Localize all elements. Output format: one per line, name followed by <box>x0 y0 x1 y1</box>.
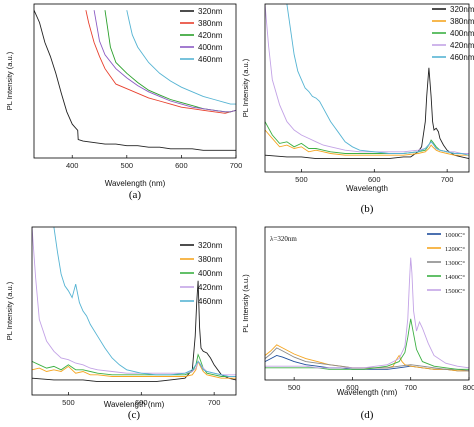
plot-frame <box>264 226 470 381</box>
x-tick-label: 500 <box>288 383 301 392</box>
series-line-320nm <box>32 280 236 383</box>
x-tick-label: 400 <box>66 161 79 170</box>
x-tick-label: 800 <box>463 383 474 392</box>
y-axis-label: PL Intensity (a.u.) <box>241 58 250 117</box>
legend: 320nm 380nm 420nm 400nm 460nm <box>180 7 223 64</box>
x-tick-label: 600 <box>135 398 148 407</box>
series-line-460nm <box>286 4 469 156</box>
panel-caption: (b) <box>361 203 374 215</box>
y-axis-label: PL Intensity (a.u.) <box>5 281 14 340</box>
series-line-400nm <box>32 353 236 377</box>
series-line-380nm <box>265 129 469 156</box>
x-tick-label: 500 <box>295 175 308 184</box>
legend-label: 380nm <box>198 19 223 28</box>
x-tick-label: 500 <box>121 161 134 170</box>
legend-label: 320nm <box>198 241 223 250</box>
legend-label: 460nm <box>198 55 223 64</box>
legend: 320nm 380nm 400nm 420nm 460nm <box>432 5 474 62</box>
series-line-380nm <box>32 360 236 379</box>
legend-label: 380nm <box>198 255 223 264</box>
legend-label: 1000C° <box>445 232 465 239</box>
legend-label: 400nm <box>198 43 223 52</box>
legend-label: 1200C° <box>445 246 465 253</box>
legend-label: 420nm <box>198 283 223 292</box>
series-line-460nm <box>126 10 236 105</box>
x-tick-label: 500 <box>62 398 75 407</box>
plot-frame <box>33 3 237 159</box>
legend-label: 1400C° <box>445 274 465 281</box>
panel-c: 500 600 700 Wavelength (nm) PL Intensity (a.… <box>5 226 237 421</box>
legend-label: 380nm <box>450 17 474 26</box>
plot-frame <box>264 3 470 173</box>
panel-b: 500 600 700 Wavelength PL Intensity (a.u.) 32… <box>241 3 474 215</box>
series-line-400nm <box>265 121 469 154</box>
legend: 320nm 380nm 400nm 420nm 460nm <box>180 241 223 306</box>
legend-label: 460nm <box>450 53 474 62</box>
y-axis-label: PL Intensity (a.u.) <box>5 51 14 110</box>
legend-label: 460nm <box>198 297 223 306</box>
panel-caption: (d) <box>361 409 374 421</box>
legend-label: 1300C° <box>445 260 465 267</box>
legend-label: 420nm <box>198 31 223 40</box>
panel-d: 500 600 700 800 Wavelength (nm) PL Intensity … <box>241 226 474 421</box>
series-line-380nm <box>85 10 236 114</box>
series-group <box>32 227 236 383</box>
legend: 1000C° 1200C° 1300C° 1400C° 1500C° <box>427 232 465 295</box>
series-line-400nm <box>93 10 236 113</box>
y-axis-label: PL Intensity (a.u.) <box>241 274 250 333</box>
series-group <box>265 257 469 372</box>
x-tick-label: 600 <box>175 161 188 170</box>
series-line-320nm <box>34 10 236 151</box>
x-axis-label: Wavelength <box>346 184 388 193</box>
legend-label: 320nm <box>450 5 474 14</box>
legend-label: 420nm <box>450 41 474 50</box>
x-axis-label: Wavelength (nm) <box>104 400 165 409</box>
x-tick-label: 700 <box>404 383 417 392</box>
x-tick-label: 600 <box>346 383 359 392</box>
legend-label: 400nm <box>450 29 474 38</box>
x-tick-label: 700 <box>441 175 454 184</box>
series-line-1500C° <box>265 257 469 369</box>
series-group <box>34 10 236 151</box>
panel-a: 400 500 600 700 Wavelength (nm) PL Intensity … <box>5 3 243 201</box>
legend-label: 400nm <box>198 269 223 278</box>
x-tick-label: 600 <box>368 175 381 184</box>
x-axis-label: Wavelength (nm) <box>105 179 166 188</box>
legend-label: 320nm <box>198 7 223 16</box>
plot-frame <box>31 226 237 396</box>
series-line-460nm <box>53 227 236 377</box>
series-line-320nm <box>265 67 469 160</box>
panel-caption: (c) <box>128 409 141 421</box>
x-tick-label: 700 <box>208 398 221 407</box>
series-group <box>265 4 469 160</box>
panel-caption: (a) <box>129 189 142 201</box>
x-tick-label: 700 <box>230 161 243 170</box>
series-line-1400C° <box>265 318 469 370</box>
annotation-label: λ=320nm <box>270 235 297 243</box>
legend-label: 1500C° <box>445 288 465 295</box>
x-axis-label: Wavelength (nm) <box>337 388 398 397</box>
